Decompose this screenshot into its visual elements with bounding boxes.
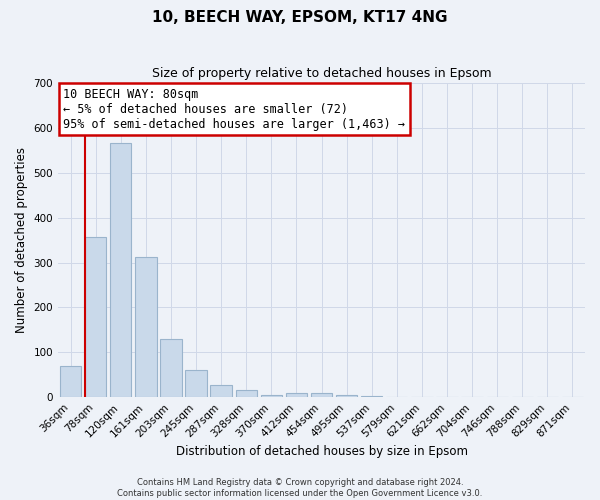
Bar (160, 339, 182, 397)
Title: Size of property relative to detached houses in Epsom: Size of property relative to detached ho… (152, 68, 491, 80)
Bar (236, 390, 257, 397)
Bar (211, 385, 232, 397)
Bar (110, 142, 131, 397)
Y-axis label: Number of detached properties: Number of detached properties (15, 147, 28, 333)
Bar (185, 370, 207, 397)
Text: Contains HM Land Registry data © Crown copyright and database right 2024.
Contai: Contains HM Land Registry data © Crown c… (118, 478, 482, 498)
Bar (260, 394, 282, 397)
Bar (336, 395, 357, 397)
X-axis label: Distribution of detached houses by size in Epsom: Distribution of detached houses by size … (176, 444, 467, 458)
Text: 10, BEECH WAY, EPSOM, KT17 4NG: 10, BEECH WAY, EPSOM, KT17 4NG (152, 10, 448, 25)
Bar (286, 393, 307, 397)
Bar (361, 396, 382, 397)
Text: 10 BEECH WAY: 80sqm
← 5% of detached houses are smaller (72)
95% of semi-detache: 10 BEECH WAY: 80sqm ← 5% of detached hou… (64, 88, 406, 131)
Bar (135, 257, 157, 397)
Bar (85, 237, 106, 397)
Bar (60, 366, 81, 397)
Bar (311, 392, 332, 397)
